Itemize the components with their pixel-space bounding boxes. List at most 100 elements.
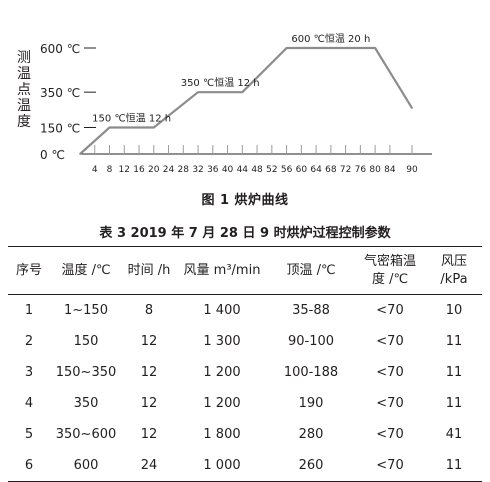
y-tick-label: 350 ℃: [40, 86, 80, 100]
x-axis-ticks: 4 8 12 16 20 24 28 32 36 40 44 48 52 56 60 64 68 72 76 80 84…: [92, 145, 418, 175]
table-title: 表 3 2019 年 7 月 28 日 9 时烘炉过程控制参数: [99, 226, 391, 241]
x-tick-label: 24: [163, 165, 175, 175]
cell-air-pressure: 11: [445, 365, 463, 380]
data-point: [197, 91, 199, 93]
cell-airtight-box-temperature: <70: [376, 458, 404, 473]
cell-air-volume: 1 300: [203, 334, 241, 349]
cell-temperature: 150: [73, 334, 99, 349]
x-tick-label: 52: [266, 165, 277, 175]
y-tick-label: 600 ℃: [40, 42, 80, 56]
x-tick-label: 72: [340, 165, 351, 175]
cell-index: 2: [24, 334, 34, 349]
cell-top-temperature: 90-100: [287, 334, 335, 349]
cell-index: 4: [24, 396, 34, 411]
cell-index: 3: [24, 365, 34, 380]
header-airtight-box-temperature: 气密箱温度 /℃: [354, 247, 426, 295]
x-tick-label: 28: [178, 165, 190, 175]
cell-top-temperature: 100-188: [283, 365, 339, 380]
cell-air-volume: 1 200: [203, 396, 241, 411]
cell-time: 12: [140, 365, 158, 380]
data-point: [411, 107, 413, 109]
cell-air-volume: 1 800: [203, 427, 241, 442]
cell-temperature: 1~150: [64, 303, 108, 318]
cell-temperature: 350: [73, 396, 99, 411]
table-row: 4 350 12 1 200 190 <70 11: [8, 388, 482, 419]
cell-air-pressure: 11: [445, 458, 463, 473]
data-point: [152, 126, 155, 129]
cell-time: 8: [144, 303, 154, 318]
table-row: 2 150 12 1 300 90-100 <70 11: [8, 326, 482, 357]
annotation-label: 600 ℃恒温 20 h: [291, 32, 370, 45]
cell-time: 12: [140, 396, 158, 411]
cell-top-temperature: 280: [298, 427, 324, 442]
x-tick-label: 48: [251, 165, 263, 175]
header-index: 序号: [15, 262, 42, 278]
cell-time: 24: [140, 458, 158, 473]
x-tick-label: 60: [296, 165, 308, 175]
cell-airtight-box-temperature: <70: [376, 334, 404, 349]
x-tick-label: 32: [192, 165, 203, 175]
header-time: 时间 /h: [127, 262, 171, 278]
annotation-label: 150 ℃恒温 12 h: [92, 112, 171, 125]
table-row: 6 600 24 1 000 260 <70 11: [8, 450, 482, 482]
cell-air-pressure: 41: [445, 427, 463, 442]
table-row: 3 150~350 12 1 200 100-188 <70 11: [8, 357, 482, 388]
cell-index: 5: [24, 427, 34, 442]
cell-air-volume: 1 200: [203, 365, 241, 380]
control-parameters-table: 序号 温度 /℃ 时间 /h 风量 m³/min 顶温 /℃ 气密箱温度 /℃ …: [8, 246, 482, 482]
header-air-pressure: 风压 /kPa: [426, 247, 482, 295]
header-temperature: 温度 /℃: [61, 262, 111, 278]
cell-top-temperature: 260: [298, 458, 324, 473]
annotations: 150 ℃恒温 12 h 350 ℃恒温 12 h 600 ℃恒温 20 h: [92, 32, 370, 125]
x-tick-label: 56: [281, 165, 293, 175]
x-tick-label: 40: [222, 165, 234, 175]
temperature-series: [79, 46, 413, 155]
data-point: [285, 47, 288, 49]
x-tick-label: 36: [207, 165, 219, 175]
annotation-label: 350 ℃恒温 12 h: [181, 76, 260, 89]
cell-air-volume: 1 400: [203, 303, 241, 318]
x-tick-label: 16: [133, 165, 145, 175]
figure-caption: 图 1 烘炉曲线: [201, 193, 289, 208]
x-tick-label: 80: [369, 165, 381, 175]
header-top-temperature: 顶温 /℃: [286, 262, 336, 278]
x-tick-label: 4: [92, 165, 98, 175]
y-axis-label-char: 温: [17, 66, 31, 82]
cell-airtight-box-temperature: <70: [376, 303, 404, 318]
data-point: [241, 91, 244, 93]
y-tick-label: 0 ℃: [40, 148, 65, 162]
temperature-line: [79, 46, 413, 155]
y-axis-label-char: 度: [17, 114, 31, 130]
x-tick-label: 68: [325, 165, 337, 175]
header-airtight-box-temperature-text: 气密箱温度 /℃: [363, 253, 416, 287]
cell-time: 12: [140, 427, 158, 442]
y-axis-label-char: 点: [17, 82, 31, 98]
cell-air-pressure: 11: [445, 334, 463, 349]
cell-top-temperature: 35-88: [292, 303, 330, 318]
cell-airtight-box-temperature: <70: [376, 365, 404, 380]
y-axis-ticks: 0 ℃ 150 ℃ 350 ℃ 600 ℃: [40, 42, 96, 162]
table-row: 5 350~600 12 1 800 280 <70 41: [8, 419, 482, 450]
data-point: [374, 47, 376, 49]
cell-temperature: 150~350: [55, 365, 117, 380]
data-point: [79, 153, 81, 155]
x-tick-label: 90: [406, 165, 418, 175]
header-air-volume: 风量 m³/min: [183, 262, 261, 278]
table-row: 1 1~150 8 1 400 35-88 <70 10: [8, 295, 482, 327]
cell-air-pressure: 11: [445, 396, 463, 411]
cell-temperature: 600: [73, 458, 99, 473]
data-point: [108, 126, 111, 129]
x-tick-label: 12: [119, 165, 130, 175]
cell-airtight-box-temperature: <70: [376, 427, 404, 442]
y-axis-label-char: 测: [17, 50, 31, 66]
x-tick-label: 64: [310, 165, 322, 175]
cell-time: 12: [140, 334, 158, 349]
x-tick-label: 84: [384, 165, 396, 175]
x-tick-label: 8: [107, 165, 113, 175]
x-tick-label: 76: [355, 165, 367, 175]
table-header-row: 序号 温度 /℃ 时间 /h 风量 m³/min 顶温 /℃ 气密箱温度 /℃ …: [8, 246, 482, 295]
y-tick-label: 150 ℃: [40, 122, 80, 136]
cell-index: 6: [24, 458, 34, 473]
